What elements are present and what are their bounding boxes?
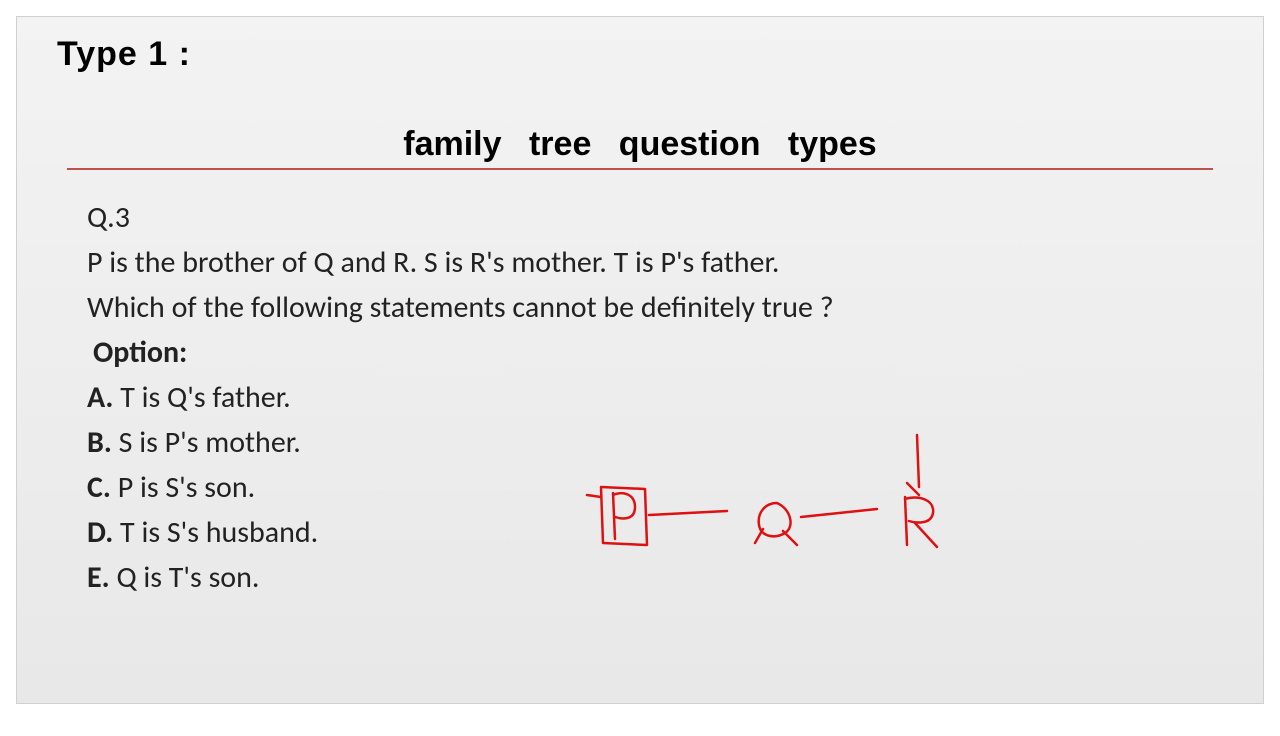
- slide-container: Type 1 : family tree question types Q.3 …: [16, 16, 1264, 704]
- tick-mark: [587, 495, 601, 497]
- option-letter-c: C.: [87, 469, 111, 506]
- option-text-e: Q is T's son.: [110, 559, 260, 596]
- option-letter-a: A.: [87, 379, 113, 416]
- r-letter: [905, 497, 937, 547]
- vertical-line: [917, 435, 919, 487]
- p-letter: [613, 493, 635, 539]
- option-heading: Option:: [93, 330, 867, 375]
- question-line-2: Which of the following statements cannot…: [87, 285, 867, 330]
- p-box: [601, 487, 647, 545]
- question-line-1: P is the brother of Q and R. S is R's mo…: [87, 240, 867, 285]
- option-a: A. T is Q's father.: [87, 375, 867, 420]
- title-underline: [67, 168, 1213, 170]
- option-text-d: T is S's husband.: [113, 514, 318, 551]
- option-letter-e: E.: [87, 559, 110, 596]
- type-heading: Type 1 :: [57, 35, 191, 74]
- question-number: Q.3: [87, 195, 867, 240]
- option-letter-b: B.: [87, 424, 112, 461]
- title-container: family tree question types: [67, 125, 1213, 170]
- vertical-tick: [907, 483, 919, 495]
- handwritten-annotation: [577, 417, 977, 597]
- option-text-c: P is S's son.: [111, 469, 255, 506]
- dash-1: [649, 511, 727, 515]
- option-letter-d: D.: [87, 514, 113, 551]
- option-text-a: T is Q's father.: [113, 379, 290, 416]
- option-text-b: S is P's mother.: [112, 424, 301, 461]
- q-letter: [759, 503, 797, 545]
- title-text: family tree question types: [67, 125, 1213, 168]
- dash-2: [801, 509, 877, 517]
- q-tail: [755, 529, 763, 543]
